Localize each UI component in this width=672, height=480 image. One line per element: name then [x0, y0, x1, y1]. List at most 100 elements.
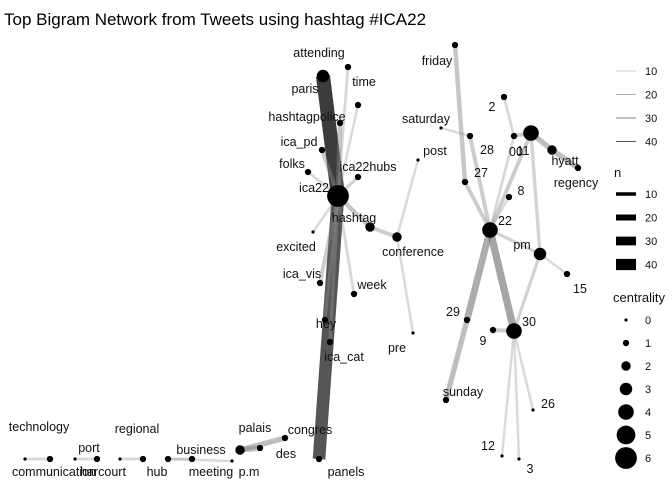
legend-alpha: 10 20 30 40: [616, 66, 657, 149]
legend-centrality-key-1: [622, 339, 630, 347]
node-28: [466, 132, 474, 140]
node-27: [461, 178, 469, 186]
node-22: [482, 222, 498, 238]
node-label-communication: communication: [12, 465, 96, 479]
node-hyatt: [547, 145, 557, 155]
node-friday: [451, 41, 459, 49]
edge-pm-30: [512, 253, 542, 332]
edge-30-12: [500, 330, 516, 457]
node-label-saturday: saturday: [402, 112, 451, 126]
node-label-friday: friday: [422, 54, 453, 68]
node-label-28: 28: [480, 143, 494, 157]
node-panels: [315, 455, 323, 463]
node-label-excited: excited: [276, 240, 316, 254]
node-harcourt: [73, 457, 77, 461]
edge-ica22-panels: [312, 195, 345, 460]
node-30: [506, 323, 522, 339]
node-label-port: port: [78, 441, 100, 455]
labels-layer: attending paris time hashtagpolice ica_pdfol…: [9, 46, 599, 479]
node-label-congres: congres: [288, 423, 332, 437]
legend-centrality-label-6: 6: [645, 453, 651, 465]
edge-meeting-p.m: [167, 457, 233, 463]
node-regional: [118, 457, 122, 461]
node-label-2: 2: [489, 100, 496, 114]
node-label-ica_vis: ica_vis: [283, 267, 321, 281]
node-label-sunday: sunday: [443, 385, 484, 399]
edge-30-3: [512, 330, 521, 460]
edge-22-pm: [489, 228, 541, 256]
node-9: [489, 326, 497, 334]
edge-22-29: [463, 229, 494, 321]
edge-28-22: [468, 135, 492, 231]
node-3: [517, 457, 521, 461]
legend-alpha-label-20: 20: [645, 90, 657, 102]
node-palais: [256, 444, 264, 452]
edge-attending-ica22: [336, 66, 350, 197]
node-label-ica_pd: ica_pd: [281, 135, 318, 149]
node-p.m: [230, 459, 234, 463]
legend-alpha-label-40: 40: [645, 137, 657, 149]
node-attending: [344, 63, 352, 71]
legend-centrality-key-2: [621, 361, 631, 371]
legend-n-label-40: 40: [645, 260, 657, 272]
node-label-time: time: [352, 75, 376, 89]
edge-29-sunday: [443, 319, 470, 401]
node-2: [500, 93, 508, 101]
plot-title: Top Bigram Network from Tweets using has…: [4, 10, 426, 29]
edges-layer: [25, 44, 580, 463]
edge-11-22: [488, 132, 533, 231]
node-label-paris: paris: [291, 82, 318, 96]
node-label-panels: panels: [328, 465, 365, 479]
node-00: [510, 132, 518, 140]
node-label-meeting: meeting: [189, 465, 234, 479]
legend-alpha-label-30: 30: [645, 113, 657, 125]
node-label-regency: regency: [554, 176, 599, 190]
node-15: [563, 270, 571, 278]
legend-centrality-title: centrality: [613, 290, 666, 305]
edge-30-26: [512, 330, 535, 411]
edge-saturday-28: [440, 126, 471, 138]
legend-centrality-label-0: 0: [645, 315, 651, 327]
node-label-week: week: [356, 278, 387, 292]
node-business: [188, 455, 196, 463]
node-hashtagpolice: [336, 119, 344, 127]
legend-centrality-label-3: 3: [645, 384, 651, 396]
node-label-harcourt: harcourt: [80, 465, 126, 479]
legend-centrality-key-4: [618, 404, 634, 420]
node-label-hyatt: hyatt: [551, 154, 579, 168]
nodes-layer: [23, 41, 582, 463]
legend-centrality-label-5: 5: [645, 430, 651, 442]
node-label-pre: pre: [388, 341, 406, 355]
legend-n-label-20: 20: [645, 213, 657, 225]
node-12: [500, 454, 504, 458]
node-label-business: business: [176, 443, 225, 457]
node-label-26: 26: [541, 397, 555, 411]
node-8: [505, 193, 513, 201]
node-conference: [392, 232, 402, 242]
node-pm: [533, 247, 547, 261]
node-saturday: [439, 126, 443, 130]
edge-hashtagpolice-ica22: [335, 122, 343, 197]
node-hey: [321, 316, 329, 324]
node-meeting: [164, 455, 172, 463]
edge-ica_vis-ica22: [318, 195, 340, 284]
node-label-attending: attending: [293, 46, 344, 60]
legend-centrality-key-0: [624, 318, 628, 322]
node-label-9: 9: [480, 334, 487, 348]
node-label-12: 12: [481, 439, 495, 453]
edge-pre-conference: [395, 236, 415, 334]
node-des: [235, 445, 245, 455]
node-label-00: 00: [509, 145, 523, 159]
legend-n-title: n: [614, 165, 621, 180]
legend-alpha-label-10: 10: [645, 66, 657, 78]
node-label-folks: folks: [279, 157, 305, 171]
node-hashtag: [365, 222, 375, 232]
node-label-conference: conference: [382, 245, 444, 259]
legend-centrality-key-6: [615, 447, 637, 469]
edge-paris-ica22: [316, 75, 345, 197]
node-label-palais: palais: [239, 421, 272, 435]
node-congres: [281, 434, 289, 442]
node-label-pm: pm: [513, 238, 530, 252]
node-technology: [23, 457, 27, 461]
node-26: [531, 408, 535, 412]
